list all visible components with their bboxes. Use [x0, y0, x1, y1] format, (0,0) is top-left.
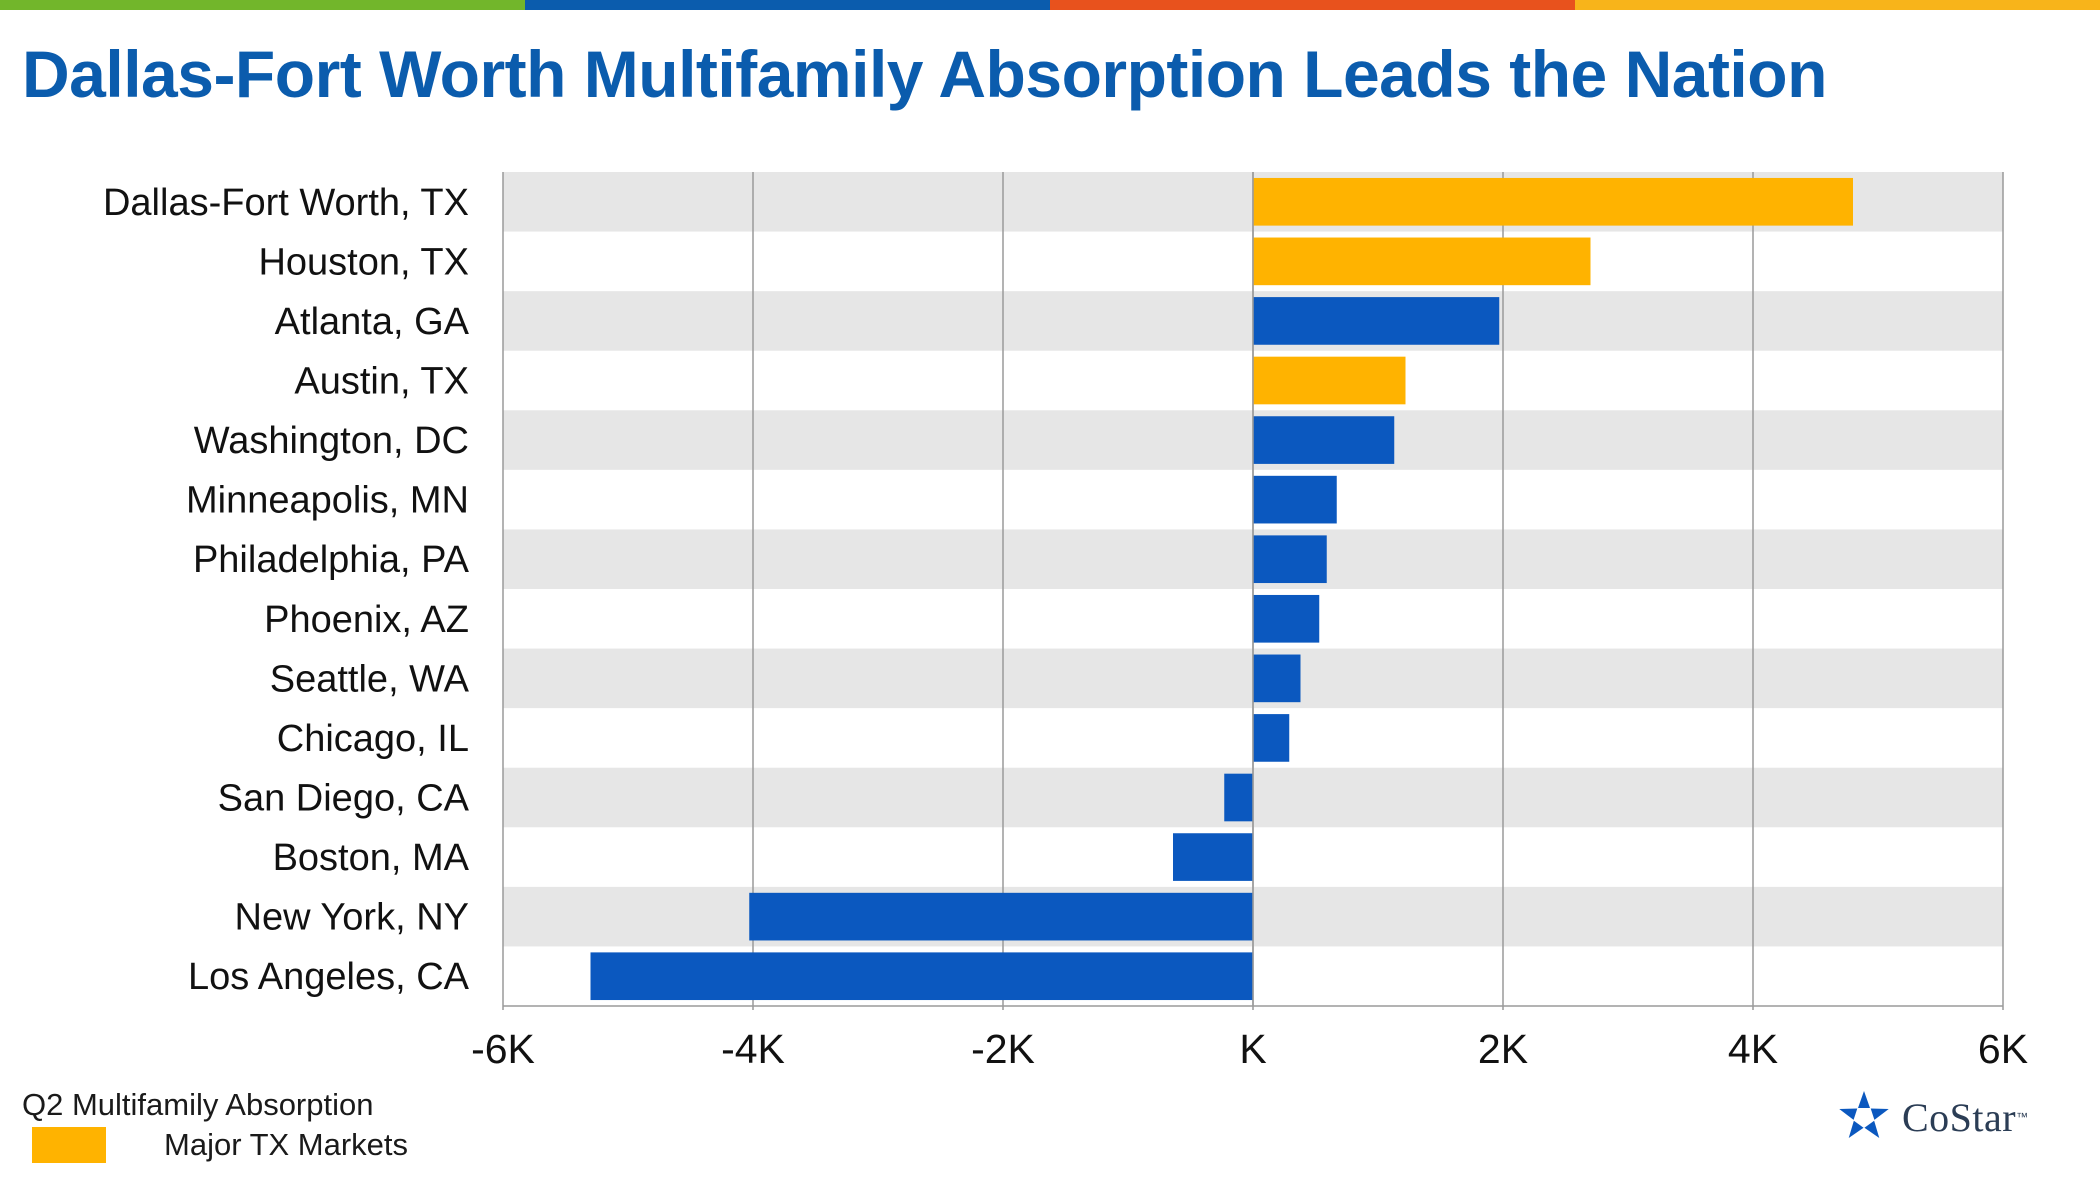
logo-text: CoStar: [1902, 1094, 2017, 1140]
category-label: New York, NY: [235, 897, 469, 939]
bar: [1253, 177, 1853, 226]
costar-logo: CoStar ™: [1836, 1089, 2028, 1145]
legend-swatch-tx: [32, 1127, 106, 1163]
top-bar-orange-segment: [1050, 0, 1575, 10]
legend: Major TX Markets: [32, 1127, 408, 1163]
bar: [1173, 833, 1253, 881]
bar: [1253, 535, 1327, 584]
top-bar-yellow-segment: [1575, 0, 2100, 10]
x-tick-label: 4K: [1728, 1026, 1778, 1072]
category-label: Seattle, WA: [270, 658, 470, 700]
x-tick-label: 2K: [1478, 1026, 1528, 1072]
category-label: Houston, TX: [258, 241, 469, 283]
category-label: Philadelphia, PA: [193, 539, 470, 581]
category-label: Minneapolis, MN: [186, 480, 469, 522]
bar: [1224, 773, 1253, 822]
top-color-bar: [0, 0, 2100, 10]
x-tick-label: -4K: [721, 1026, 785, 1072]
bar: [1253, 654, 1301, 703]
bar: [590, 952, 1253, 1001]
bar: [749, 892, 1253, 941]
chart-subtitle: Q2 Multifamily Absorption: [22, 1087, 374, 1122]
top-bar-green-segment: [0, 0, 525, 10]
category-label: Chicago, IL: [277, 718, 469, 760]
bar: [1253, 297, 1500, 345]
x-tick-label: 6K: [1978, 1026, 2028, 1072]
category-label: Washington, DC: [194, 420, 469, 462]
x-tick-label: -6K: [471, 1026, 535, 1072]
category-label: Phoenix, AZ: [264, 599, 469, 641]
x-tick-label: -2K: [971, 1026, 1035, 1072]
top-bar-blue-segment: [525, 0, 1050, 10]
category-label: Boston, MA: [273, 837, 470, 879]
absorption-bar-chart: Dallas-Fort Worth, TX Houston, TX Atlanta,…: [103, 172, 2028, 1072]
bar: [1253, 594, 1320, 643]
category-label: Los Angeles, CA: [188, 956, 470, 998]
bar: [1253, 714, 1290, 762]
category-label: Austin, TX: [294, 361, 469, 403]
costar-star-icon: [1839, 1091, 1889, 1139]
page-title: Dallas-Fort Worth Multifamily Absorption…: [22, 37, 1827, 111]
bar: [1253, 237, 1591, 286]
bar: [1253, 475, 1337, 524]
category-label: Dallas-Fort Worth, TX: [103, 182, 469, 224]
bar: [1253, 356, 1406, 405]
category-label: Atlanta, GA: [275, 301, 470, 343]
bar: [1253, 416, 1395, 464]
legend-label-tx: Major TX Markets: [164, 1127, 409, 1162]
x-tick-label: K: [1239, 1026, 1266, 1072]
logo-trademark: ™: [2016, 1110, 2029, 1124]
category-label: San Diego, CA: [218, 778, 470, 820]
